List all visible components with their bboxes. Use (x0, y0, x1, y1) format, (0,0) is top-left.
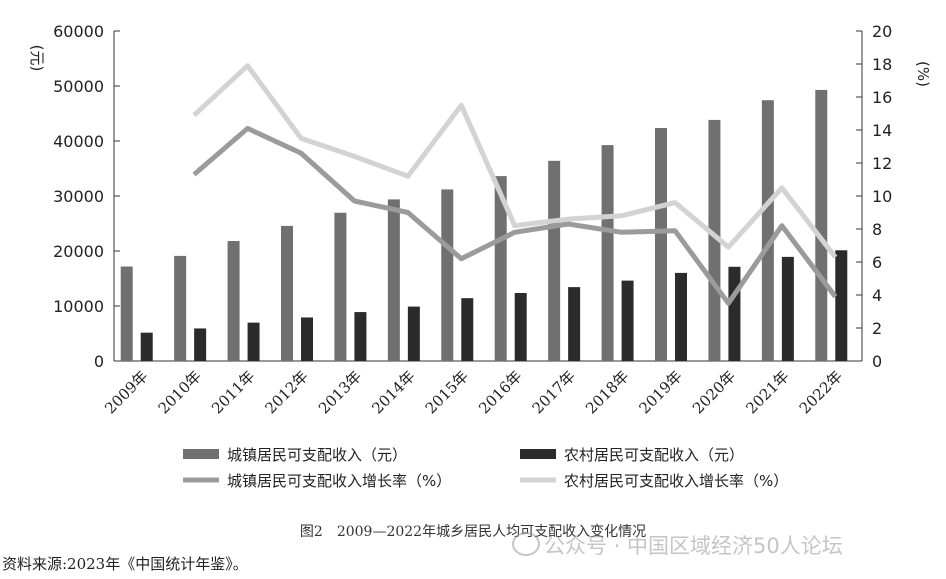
bar-urban-income (708, 119, 721, 362)
bar-rural-income (247, 322, 260, 361)
y-right-tick-label: 12 (872, 154, 892, 173)
x-tick-label: 2011年 (208, 367, 258, 417)
line-rural-growth (192, 63, 838, 259)
x-tick-label: 2020年 (689, 367, 739, 417)
bar-urban-income (655, 128, 667, 361)
y-right-unit-label: (%) (914, 61, 932, 87)
legend-label: 城镇居民可支配收入增长率（%） (227, 472, 451, 490)
bar-rural-income (621, 280, 634, 361)
bar-urban-income (281, 225, 293, 361)
bar-urban-income (494, 176, 507, 361)
bar-urban-income (601, 145, 614, 361)
y-left-tick-label: 10000 (53, 297, 104, 316)
x-tick-label: 2019年 (635, 367, 685, 417)
chart-axes: 0 10000 20000 30000 40000 50000 60000 0 2 4 6 8 10 12… (28, 22, 932, 371)
x-tick-label: 2022年 (796, 367, 846, 417)
bar-rural-income (781, 256, 794, 361)
bar-rural-income (301, 317, 313, 361)
y-right-tick-label: 16 (872, 88, 892, 107)
bar-rural-income (461, 298, 474, 361)
legend-label: 城镇居民可支配收入（元） (227, 446, 407, 464)
legend-swatch (183, 449, 219, 459)
bar-rural-income (835, 250, 848, 361)
bar-urban-income (761, 100, 774, 361)
y-right-tick-label: 6 (872, 253, 882, 272)
x-tick-label: 2009年 (101, 367, 151, 417)
x-tick-label: 2018年 (582, 367, 632, 417)
y-left-unit-label: (元) (28, 45, 46, 72)
bar-rural-income (568, 287, 581, 361)
bar-urban-income (815, 89, 828, 362)
data-source-note: 资料来源:2023年《中国统计年鉴》。 (2, 555, 248, 573)
bar-urban-income (548, 160, 561, 361)
y-right-tick-label: 14 (872, 121, 892, 140)
x-tick-label: 2021年 (742, 367, 792, 417)
line-urban-growth (192, 125, 838, 306)
legend-label: 农村居民可支配收入（元） (564, 446, 744, 464)
bar-rural-income (194, 328, 207, 361)
x-tick-label: 2010年 (155, 367, 205, 417)
watermark-text: 公众号 · 中国区域经济50人论坛 (544, 534, 843, 558)
x-tick-labels: 2009年 2010年 2011年 2012年 2013年 2014年 2015年 2016年… (101, 367, 846, 417)
chart-legend: 城镇居民可支配收入（元） 农村居民可支配收入（元） 城镇居民可支配收入增长率（%） 农… (183, 446, 788, 490)
bar-rural-income (140, 332, 153, 361)
y-left-tick-label: 0 (94, 352, 104, 371)
bar-rural-income (675, 272, 687, 361)
y-right-tick-label: 4 (872, 286, 882, 305)
y-left-tick-label: 40000 (53, 132, 104, 151)
bar-urban-income (120, 266, 133, 361)
bar-urban-income (334, 212, 347, 361)
y-right-tick-label: 2 (872, 319, 882, 338)
x-tick-label: 2015年 (422, 367, 472, 417)
bar-rural-income (407, 306, 420, 361)
wechat-icon (512, 532, 540, 556)
y-right-tick-label: 20 (872, 22, 892, 41)
y-left-tick-label: 20000 (53, 242, 104, 261)
chart-bars (120, 89, 848, 362)
watermark: 公众号 · 中国区域经济50人论坛 (512, 530, 843, 560)
bar-rural-income (514, 293, 527, 361)
figure-caption: 图2 2009—2022年城乡居民人均可支配收入变化情况 (299, 524, 647, 540)
x-tick-label: 2012年 (261, 367, 311, 417)
y-right-tick-label: 10 (872, 187, 892, 206)
y-right-tick-label: 0 (872, 352, 882, 371)
bar-urban-income (387, 199, 400, 361)
x-tick-label: 2014年 (368, 367, 418, 417)
legend-swatch (520, 449, 556, 459)
legend-label: 农村居民可支配收入增长率（%） (564, 472, 788, 490)
income-chart: 0 10000 20000 30000 40000 50000 60000 0 2 4 6 8 10 12… (28, 22, 932, 490)
y-right-tick-label: 8 (872, 220, 882, 239)
bar-urban-income (174, 255, 187, 361)
x-tick-label: 2017年 (529, 367, 579, 417)
x-tick-label: 2016年 (475, 367, 525, 417)
bar-rural-income (728, 266, 741, 361)
y-left-tick-label: 60000 (53, 22, 104, 41)
bar-urban-income (227, 241, 240, 361)
y-left-tick-label: 50000 (53, 77, 104, 96)
bar-rural-income (354, 312, 367, 361)
y-left-tick-label: 30000 (53, 187, 104, 206)
chart-lines (192, 63, 838, 306)
y-right-tick-label: 18 (872, 55, 892, 74)
bar-urban-income (441, 189, 454, 361)
x-tick-label: 2013年 (315, 367, 365, 417)
